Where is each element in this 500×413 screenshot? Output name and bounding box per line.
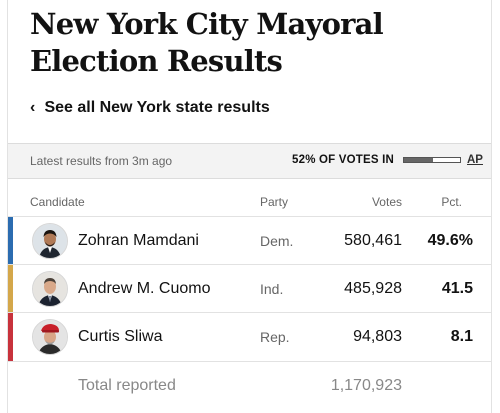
frame-border-left	[7, 0, 8, 413]
ap-source-link[interactable]: AP	[467, 154, 483, 166]
column-header-party: Party	[260, 195, 289, 209]
party-color-bar	[8, 217, 13, 265]
party-color-bar	[8, 313, 13, 361]
title-line-1: New York City Mayoral	[30, 7, 384, 41]
page-title: New York City Mayoral Election Results	[30, 6, 480, 80]
votes-in-progress-bar	[403, 157, 461, 163]
candidate-votes: 94,803	[353, 328, 402, 345]
total-reported-votes: 1,170,923	[330, 377, 402, 394]
back-link-label: See all New York state results	[44, 99, 270, 116]
cuomo-portrait-icon	[32, 271, 68, 307]
total-reported-row: Total reported 1,170,923	[8, 361, 491, 410]
latest-results-timestamp: Latest results from 3m ago	[30, 154, 173, 168]
candidate-name: Zohran Mamdani	[78, 232, 199, 249]
candidate-votes: 580,461	[344, 232, 402, 249]
candidate-pct: 41.5	[441, 280, 473, 297]
column-header-pct: Pct.	[441, 195, 462, 209]
candidate-row: Andrew M. Cuomo Ind. 485,928 41.5	[8, 264, 491, 313]
results-status-bar: Latest results from 3m ago 52% OF VOTES …	[8, 143, 491, 179]
candidate-pct: 49.6%	[427, 232, 473, 249]
votes-in-label: 52% OF VOTES IN	[292, 154, 395, 166]
votes-in-progress-fill	[404, 158, 434, 162]
party-color-bar	[8, 265, 13, 313]
candidate-party: Dem.	[260, 233, 294, 249]
frame-border-right	[491, 0, 492, 413]
chevron-left-icon: ‹	[30, 99, 36, 116]
candidate-name: Curtis Sliwa	[78, 328, 163, 345]
title-line-2: Election Results	[30, 44, 283, 78]
candidate-party: Rep.	[260, 329, 290, 345]
candidate-votes: 485,928	[344, 280, 402, 297]
column-header-candidate: Candidate	[30, 195, 85, 209]
candidate-name: Andrew M. Cuomo	[78, 280, 211, 297]
candidate-row: Curtis Sliwa Rep. 94,803 8.1	[8, 312, 491, 361]
sliwa-portrait-icon	[32, 319, 68, 355]
mamdani-portrait-icon	[32, 223, 68, 259]
column-header-votes: Votes	[371, 195, 402, 209]
total-reported-label: Total reported	[78, 377, 176, 394]
candidate-row: Zohran Mamdani Dem. 580,461 49.6%	[8, 216, 491, 265]
candidate-party: Ind.	[260, 281, 284, 297]
see-all-state-results-link[interactable]: ‹ See all New York state results	[30, 99, 270, 117]
candidate-pct: 8.1	[450, 328, 473, 345]
